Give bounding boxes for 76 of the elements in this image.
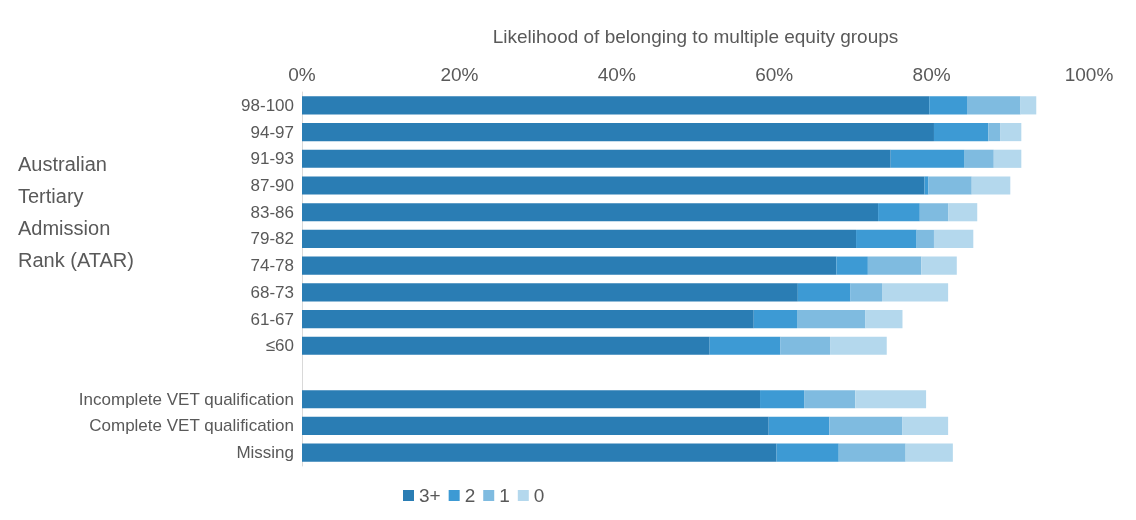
x-axis-title: Likelihood of belonging to multiple equity groups — [492, 26, 899, 47]
bar — [964, 149, 994, 168]
bar — [971, 176, 1011, 195]
bar — [797, 283, 851, 302]
bar — [302, 416, 769, 436]
bar — [753, 309, 798, 329]
bar — [948, 203, 978, 222]
y-tick-label: 87-90 — [250, 176, 294, 195]
bar — [902, 416, 949, 436]
bar — [919, 203, 949, 222]
bar — [867, 256, 922, 275]
x-tick-label: 20% — [440, 64, 479, 85]
bar — [302, 309, 754, 329]
bar — [302, 203, 879, 222]
bar — [760, 390, 805, 409]
bar — [302, 176, 925, 195]
bar — [302, 390, 761, 409]
y-tick-label: Complete VET qualification — [89, 416, 294, 436]
y-tick-label: Incomplete VET qualification — [78, 389, 294, 409]
x-tick-label: 40% — [597, 64, 636, 85]
bar — [302, 443, 777, 462]
y-tick-label: 91-93 — [250, 149, 294, 169]
bar — [836, 256, 868, 275]
bar — [776, 443, 839, 462]
bar — [882, 283, 949, 302]
y-tick-label: 74-78 — [250, 256, 294, 276]
bar — [302, 336, 710, 355]
bar — [1020, 96, 1037, 115]
x-tick-label: 0% — [288, 64, 316, 85]
y-tick-label: 79-82 — [250, 229, 294, 249]
bar — [829, 416, 903, 436]
bar — [709, 336, 781, 355]
bar — [933, 229, 974, 249]
bar — [928, 176, 972, 195]
x-tick-label: 100% — [1064, 64, 1114, 85]
bar — [302, 149, 891, 168]
y-tick-label: 68-73 — [250, 282, 294, 302]
bar — [302, 96, 930, 115]
bar — [855, 390, 927, 409]
bar — [302, 122, 934, 142]
bar — [878, 203, 920, 222]
y-tick-label: Missing — [236, 443, 294, 463]
bar — [865, 309, 903, 329]
bar — [890, 149, 965, 168]
bar — [804, 390, 856, 409]
bar — [929, 96, 968, 115]
bar — [916, 229, 934, 249]
bar — [302, 256, 837, 275]
y-tick-label: 61-67 — [250, 309, 294, 329]
bar — [838, 443, 906, 462]
bar — [933, 122, 989, 142]
y-tick-label: ≤60 — [265, 336, 294, 356]
bar — [768, 416, 830, 436]
bar — [797, 309, 866, 329]
bar — [830, 336, 887, 355]
bar — [850, 283, 883, 302]
bar — [302, 283, 798, 302]
legend-label: 2 — [464, 485, 476, 506]
y-tick-label: 98-100 — [241, 95, 294, 115]
legend-label: 3+ — [419, 485, 441, 506]
bar — [988, 122, 1001, 142]
y-axis-title: Australian Tertiary Admission Rank (ATAR) — [18, 153, 134, 271]
bar — [967, 96, 1021, 115]
x-tick-label: 60% — [755, 64, 794, 85]
bar — [302, 229, 857, 249]
legend-label: 1 — [499, 485, 510, 506]
bar — [905, 443, 953, 462]
bar — [993, 149, 1022, 168]
bar — [856, 229, 917, 249]
y-tick-label: 94-97 — [250, 122, 294, 142]
y-tick-label: 83-86 — [250, 202, 294, 222]
legend-label: 0 — [533, 485, 545, 506]
bar — [780, 336, 831, 355]
bar — [921, 256, 957, 275]
bar — [1000, 122, 1022, 142]
x-tick-label: 80% — [912, 64, 951, 85]
